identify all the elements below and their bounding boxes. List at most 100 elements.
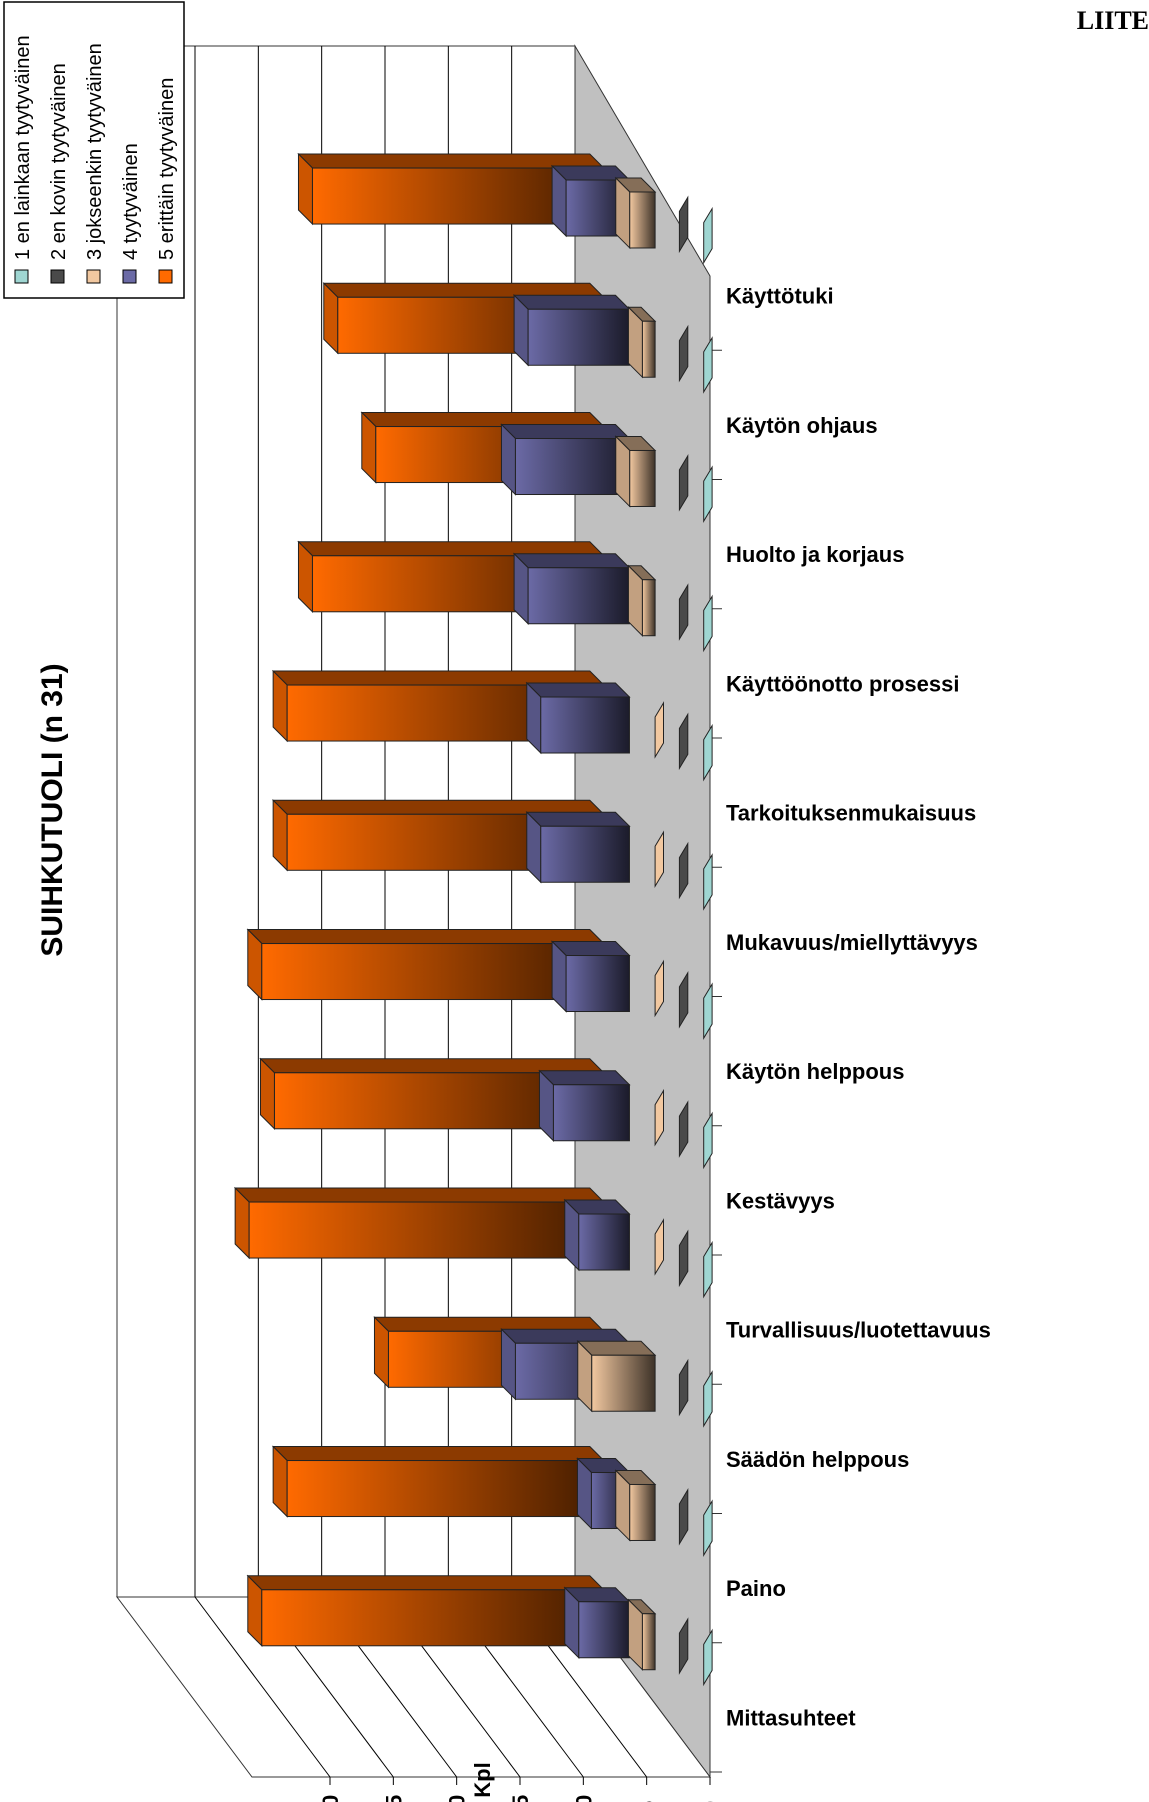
- bar-top: [538, 1070, 631, 1086]
- bar-s1: [703, 1370, 713, 1428]
- category-label: Huolto ja korjaus: [726, 542, 904, 567]
- bar-s1: [703, 853, 713, 911]
- bar-s2: [678, 583, 689, 641]
- legend-swatch: [14, 269, 29, 284]
- bar-face: [629, 1483, 656, 1541]
- bar-face: [678, 841, 689, 900]
- bar-face: [678, 583, 689, 641]
- legend-label: 1 en lainkaan tyytyväinen: [12, 35, 34, 260]
- bar-face: [678, 1617, 689, 1675]
- bar-face: [654, 701, 664, 759]
- bar-s4: [576, 1457, 631, 1530]
- bar-s2: [678, 1617, 689, 1675]
- bar-s1: [703, 1111, 713, 1170]
- category-label: Mukavuus/miellyttävyys: [726, 930, 978, 955]
- bar-s1: [703, 206, 713, 265]
- bar-face: [703, 723, 713, 782]
- bar-face: [703, 1628, 713, 1687]
- bar-s1: [703, 723, 713, 782]
- bar-face: [641, 320, 656, 378]
- bar-s5: [233, 1186, 606, 1260]
- legend-label: 3 jokseenkin tyytyväinen: [84, 43, 106, 260]
- bar-face: [678, 712, 689, 771]
- bar-s2: [678, 1100, 689, 1158]
- category-label: Käyttöönotto prosessi: [726, 671, 959, 696]
- legend-label: 4 tyytyväinen: [120, 143, 142, 260]
- bar-s3: [576, 1340, 657, 1413]
- bar-s4: [525, 681, 631, 755]
- bar-s2: [678, 195, 689, 254]
- tick-label: 15: [508, 1795, 533, 1802]
- bar-s3: [654, 701, 664, 759]
- bar-face: [565, 955, 630, 1013]
- bar-face: [703, 853, 713, 911]
- category-label: Käyttötuki: [726, 284, 834, 309]
- bar-s1: [703, 336, 713, 394]
- tick-label: 10: [571, 1795, 596, 1802]
- axis-label: Kpl: [470, 1762, 495, 1797]
- bar-s2: [678, 324, 689, 383]
- bar-s4: [550, 940, 631, 1013]
- bar-face: [578, 1601, 630, 1659]
- bar-face: [703, 206, 713, 265]
- bar-face: [678, 971, 689, 1029]
- bar-s4: [563, 1586, 631, 1659]
- bar-s2: [678, 454, 689, 512]
- bar-s3: [614, 435, 657, 508]
- bar-face: [514, 438, 630, 496]
- bar-s2: [678, 971, 689, 1029]
- bar-s1: [703, 1499, 713, 1557]
- bar-face: [629, 449, 656, 507]
- bar-face: [678, 324, 689, 383]
- bar-top: [271, 1446, 606, 1462]
- category-label: Käytön helppous: [726, 1059, 904, 1084]
- legend-swatch: [122, 269, 137, 284]
- bar-face: [248, 1201, 605, 1259]
- tick-label: 0: [698, 1801, 723, 1802]
- bar-face: [654, 1218, 664, 1276]
- bar-face: [703, 1370, 713, 1428]
- bar-face: [703, 1240, 713, 1299]
- bar-face: [703, 1499, 713, 1557]
- tick-label: 30: [318, 1795, 343, 1802]
- bar-s4: [512, 294, 631, 367]
- tick-label: 20: [445, 1795, 470, 1802]
- bar-s1: [703, 594, 713, 653]
- bar-s3: [614, 176, 657, 250]
- bar-s5: [271, 1445, 606, 1518]
- bar-face: [654, 830, 664, 889]
- bar-face: [678, 454, 689, 512]
- bar-face: [527, 308, 630, 366]
- bar-face: [578, 1213, 630, 1271]
- bar-top: [246, 929, 606, 945]
- bar-s2: [678, 841, 689, 900]
- bar-top: [246, 1575, 606, 1591]
- category-label: Tarkoituksenmukaisuus: [726, 801, 976, 826]
- bar-face: [552, 1084, 630, 1142]
- legend-swatch: [158, 269, 173, 284]
- bar-face: [261, 943, 605, 1001]
- bar-face: [703, 1111, 713, 1170]
- bar-face: [703, 982, 713, 1040]
- bar-s3: [627, 564, 657, 637]
- bar-s2: [678, 1358, 689, 1417]
- bar-s1: [703, 1628, 713, 1687]
- bar-s3: [654, 1218, 664, 1276]
- category-label: Paino: [726, 1576, 786, 1601]
- bar-s3: [627, 306, 657, 379]
- bar-top: [525, 682, 631, 698]
- bar-face: [703, 336, 713, 394]
- bar-face: [540, 696, 630, 754]
- bar-s4: [525, 811, 631, 884]
- bar-face: [629, 191, 656, 249]
- legend-box: [3, 1, 185, 299]
- category-label: Säädön helppous: [726, 1447, 909, 1472]
- bar-face: [591, 1354, 656, 1412]
- bar-face: [641, 579, 656, 637]
- chart-title: SUIHKUTUOLI (n 31): [36, 663, 69, 956]
- bar-face: [678, 195, 689, 254]
- bar-s4: [563, 1198, 631, 1272]
- bar-top: [512, 294, 631, 310]
- bar-s3: [627, 1598, 657, 1671]
- bar-top: [512, 553, 631, 569]
